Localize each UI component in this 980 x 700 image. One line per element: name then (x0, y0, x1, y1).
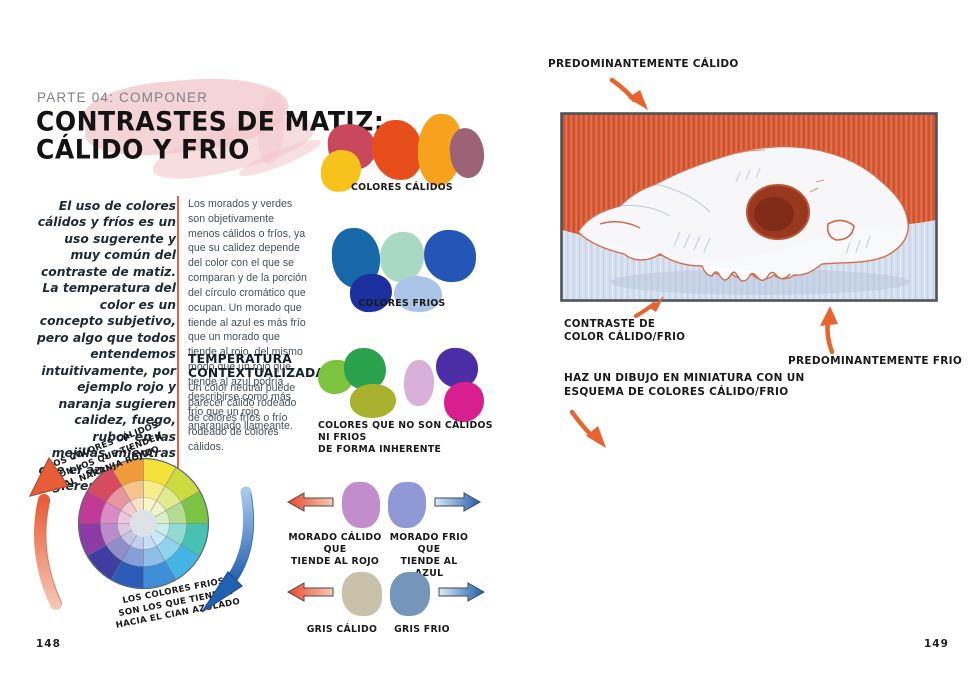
warm-purple-swatch (342, 482, 380, 528)
cool-purple-label: MORADO FRIO QUE TIENDE AL AZUL (386, 532, 472, 580)
annotation-contrast-line1: CONTRASTE DE (564, 319, 656, 330)
cool-block-arrow-icon (438, 582, 486, 602)
swatch-magenta (442, 380, 486, 424)
warm-curved-arrow-icon (28, 456, 69, 610)
neutral-group-label: COLORES QUE NO SON CÁLIDOS NI FRIOS DE F… (318, 420, 494, 456)
page-title-line1: CONTRASTES DE MATIZ: (36, 105, 385, 138)
section-kicker: PARTE 04: COMPONER (37, 90, 209, 105)
cool-swatch-group (320, 222, 484, 314)
swatch-olive (349, 383, 397, 419)
neutral-label-line2: DE FORMA INHERENTE (318, 444, 442, 456)
annotation-task-line2: ESQUEMA DE COLORES CÁLIDO/FRIO (564, 385, 789, 398)
neutral-green-group (317, 348, 402, 419)
warm-group-label: COLORES CÁLIDOS (351, 182, 453, 193)
cool-group-label: COLORES FRIOS (358, 298, 446, 309)
warm-gray-label: GRIS CÁLIDO (306, 624, 378, 635)
column-divider (177, 196, 179, 488)
neutral-label-line1: COLORES QUE NO SON CÁLIDOS NI FRIOS (318, 420, 493, 444)
annotation-warm: PREDOMINANTEMENTE CÁLIDO (548, 58, 739, 70)
swatch-orange-red (370, 119, 424, 181)
annotation-contrast-arrow-icon (634, 296, 664, 318)
warm-swatch-group (318, 112, 486, 194)
swatch-lavender (404, 360, 434, 406)
annotation-cool: PREDOMINANTEMENTE FRIO (788, 355, 963, 367)
annotation-task-arrow-icon (569, 410, 606, 448)
annotation-contrast-line2: COLOR CÁLIDO/FRIO (564, 332, 686, 344)
skull-artwork (560, 112, 938, 302)
warm-gray-swatch (342, 572, 382, 616)
annotation-task-line1: HAZ UN DIBUJO EN MINIATURA CON UN (564, 372, 805, 384)
color-wheel-svg (77, 457, 210, 590)
page-number-left: 148 (36, 638, 61, 650)
warm-purple-label: MORADO CÁLIDO QUE TIENDE AL ROJO (288, 532, 382, 568)
cool-curved-arrow-icon (201, 486, 255, 613)
swatch-green (344, 348, 386, 390)
page-number-right: 149 (924, 638, 949, 650)
swatch-mint (380, 232, 424, 282)
page-title-line2: CÁLIDO Y FRIO (36, 133, 250, 166)
subheading-line1: TEMPERATURA (188, 352, 293, 366)
annotation-task: HAZ UN DIBUJO EN MINIATURA CON UN ESQUEM… (564, 372, 805, 399)
cool-purple-label-line2: TIENDE AL AZUL (400, 556, 458, 580)
cool-gray-swatch (390, 572, 430, 616)
cool-gray-label: GRIS FRIO (394, 624, 450, 635)
annotation-warm-arrow-icon (609, 78, 648, 110)
subheading-body: Un color neutral puede parecer cálido ro… (188, 382, 297, 454)
subheading-line2: CONTEXTUALIZADA (188, 366, 326, 381)
cool-purple-label-line1: MORADO FRIO QUE (389, 532, 469, 556)
warm-purple-label-line1: MORADO CÁLIDO QUE (288, 532, 382, 556)
subheading: TEMPERATURA CONTEXTUALIZADA (188, 352, 325, 380)
cool-purple-swatch (388, 482, 426, 528)
warm-purple-label-line2: TIENDE AL ROJO (290, 556, 380, 568)
swatch-royal-blue (423, 229, 477, 283)
warm-block-arrow-icon (286, 492, 334, 512)
body-paragraph: Los morados y verdes son objetivamente m… (188, 198, 307, 433)
annotation-contrast: CONTRASTE DE COLOR CÁLIDO/FRIO (564, 318, 685, 345)
swatch-powder-blue (394, 276, 442, 312)
annotation-cool-arrow-icon (820, 306, 838, 355)
warm-block-arrow-icon (286, 582, 334, 602)
neutral-purple-group (402, 347, 486, 424)
cool-block-arrow-icon (434, 492, 482, 512)
